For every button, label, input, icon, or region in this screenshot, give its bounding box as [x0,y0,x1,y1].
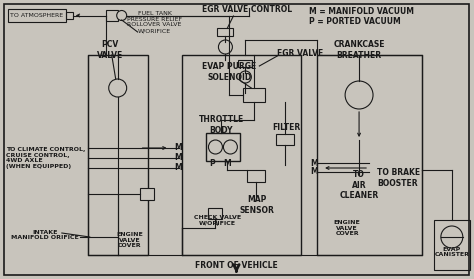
Text: THROTTLE
BODY: THROTTLE BODY [199,115,244,135]
Text: TO CLIMATE CONTROL,
CRUISE CONTROL,
4WD AXLE
(WHEN EQUIPPED): TO CLIMATE CONTROL, CRUISE CONTROL, 4WD … [6,147,85,169]
Text: TO ATMOSPHERE: TO ATMOSPHERE [10,13,64,18]
Bar [218,28,233,36]
Text: M: M [174,143,182,153]
Text: M: M [174,153,182,162]
Text: ENGINE
VALVE
COVER: ENGINE VALVE COVER [334,220,360,236]
Bar [247,170,265,182]
Text: PCV
VALVE: PCV VALVE [97,40,123,60]
Circle shape [223,140,237,154]
Text: FILTER: FILTER [272,124,301,133]
Text: EGR VALVE CONTROL: EGR VALVE CONTROL [202,6,292,15]
Bar [88,55,147,255]
Text: CRANKCASE
BREATHER: CRANKCASE BREATHER [333,40,385,60]
Text: TO
AIR
CLEANER: TO AIR CLEANER [339,170,379,200]
Circle shape [441,226,463,248]
Text: CHECK VALVE
W/ORIFICE: CHECK VALVE W/ORIFICE [194,215,241,225]
Circle shape [109,79,127,97]
Bar [238,60,252,67]
Text: EVAP PURGE
SOLENOID: EVAP PURGE SOLENOID [202,62,256,82]
Text: EGR VALVE: EGR VALVE [277,49,324,57]
Bar [317,55,422,255]
Circle shape [209,140,222,154]
Circle shape [239,71,251,83]
Bar [276,134,294,145]
Text: M = MANIFOLD VACUUM: M = MANIFOLD VACUUM [309,8,414,16]
Text: TO BRAKE
BOOSTER: TO BRAKE BOOSTER [377,168,420,188]
Bar [182,55,301,255]
Text: MAP
SENSOR: MAP SENSOR [240,195,275,215]
Text: FUEL TANK
PRESSURE RELIEF
ROLLOVER VALVE
W/ORIFICE: FUEL TANK PRESSURE RELIEF ROLLOVER VALVE… [127,11,182,33]
Text: P: P [210,158,215,167]
Circle shape [117,11,127,20]
Bar [209,208,222,219]
Text: M: M [174,163,182,172]
Text: P = PORTED VACUUM: P = PORTED VACUUM [309,16,401,25]
Text: ENGINE
VALVE
COVER: ENGINE VALVE COVER [116,232,143,248]
Text: INTAKE
MANIFOLD ORIFICE: INTAKE MANIFOLD ORIFICE [11,230,79,240]
Text: M: M [310,167,318,177]
Text: M: M [310,158,318,167]
Circle shape [345,81,373,109]
Bar [66,12,73,19]
Bar [243,88,265,102]
Text: EVAP
CANISTER: EVAP CANISTER [434,247,469,258]
Text: M: M [224,158,231,167]
Bar [140,188,154,200]
Bar [8,9,66,22]
Bar [106,10,118,21]
Bar [207,133,240,161]
Circle shape [219,40,232,54]
Text: FRONT OF VEHICLE: FRONT OF VEHICLE [195,261,278,271]
Bar [434,220,470,270]
